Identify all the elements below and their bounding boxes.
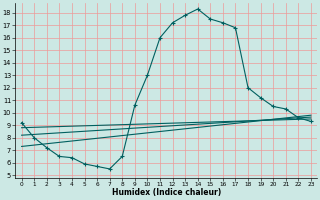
X-axis label: Humidex (Indice chaleur): Humidex (Indice chaleur) <box>112 188 221 197</box>
